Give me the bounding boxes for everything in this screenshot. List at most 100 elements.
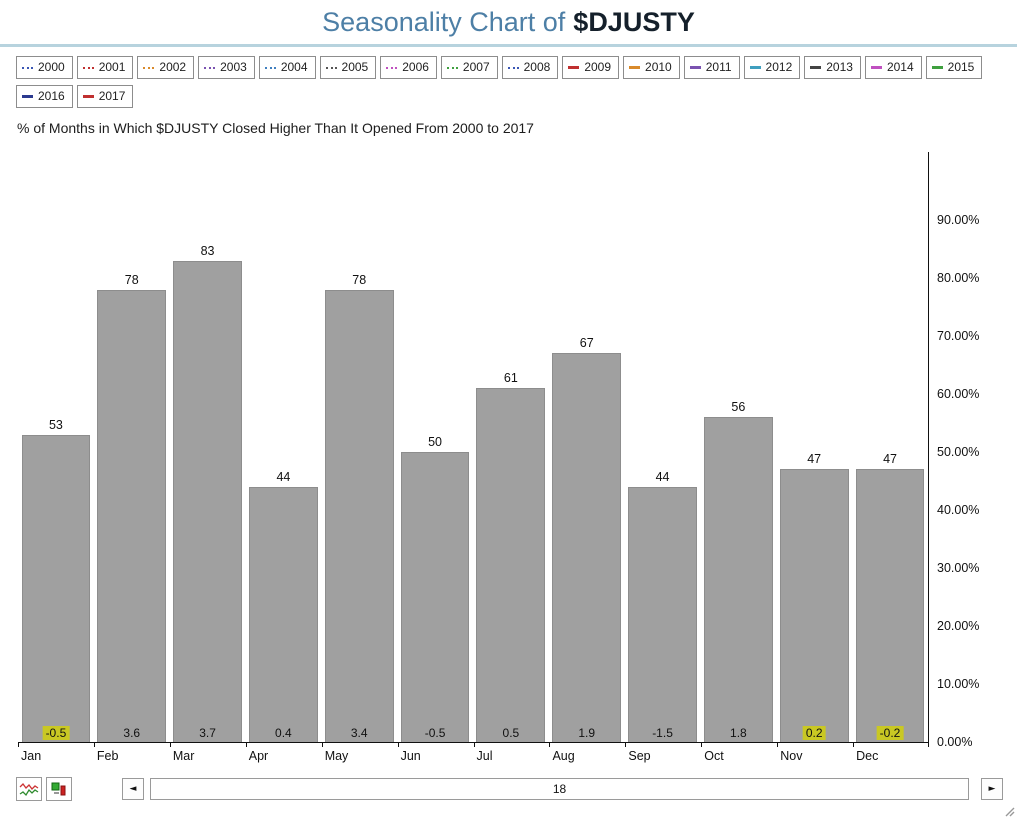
month-label: Dec [856, 749, 879, 763]
line-chart-style-button[interactable] [16, 777, 42, 801]
year-button-2004[interactable]: 2004 [258, 56, 316, 79]
page-title-symbol: $DJUSTY [573, 6, 695, 37]
month-cell: Feb [93, 743, 170, 767]
year-label: 2008 [523, 60, 551, 74]
scroll-left-button[interactable]: ◄ [122, 778, 144, 800]
year-button-2011[interactable]: 2011 [683, 56, 740, 79]
year-button-2008[interactable]: 2008 [501, 56, 559, 79]
year-button-2003[interactable]: 2003 [198, 56, 255, 79]
bar [21, 434, 91, 742]
bar-value-label: 53 [48, 417, 63, 432]
bar-slot-dec: 47 -0.2 [852, 162, 928, 742]
axis-tick [93, 743, 95, 747]
month-cell: May [321, 743, 398, 767]
bar-value-label: 56 [731, 400, 746, 415]
year-label: 2007 [462, 60, 490, 74]
year-button-2016[interactable]: 2016 [16, 85, 73, 108]
year-button-2013[interactable]: 2013 [804, 56, 861, 79]
bar-value-label: 50 [428, 435, 442, 449]
bar-value-label: 47 [807, 452, 822, 467]
axis-tick [397, 743, 399, 747]
bar [855, 469, 925, 742]
year-line-swatch [810, 66, 822, 69]
year-label: 2013 [826, 60, 853, 74]
monthly-change-label: 0.2 [802, 726, 826, 740]
scrollbar-track[interactable]: 18 [150, 778, 969, 800]
y-tick-label: 40.00% [937, 503, 980, 517]
year-line-swatch [629, 66, 641, 69]
page-header: Seasonality Chart of $DJUSTY [0, 0, 1017, 47]
year-button-2014[interactable]: 2014 [864, 56, 922, 79]
y-tick-label: 10.00% [937, 677, 980, 691]
bar-value-label: 83 [200, 243, 215, 258]
scroll-right-button[interactable]: ► [981, 778, 1003, 800]
bar-value-label: 78 [124, 272, 139, 287]
year-button-2009[interactable]: 2009 [562, 56, 620, 79]
year-button-2007[interactable]: 2007 [440, 56, 498, 79]
line-chart-icon [19, 783, 39, 797]
year-button-2002[interactable]: 2002 [137, 56, 195, 79]
month-label: Apr [248, 749, 269, 763]
year-button-2001[interactable]: 2001 [76, 56, 134, 79]
year-button-2010[interactable]: 2010 [623, 56, 680, 79]
y-tick-label: 20.00% [937, 619, 980, 633]
month-cell: Jul [473, 743, 550, 767]
month-cell: Jun [397, 743, 474, 767]
year-label: 2006 [402, 60, 429, 74]
bar [97, 289, 167, 742]
bar-slot-jan: 53 -0.5 [18, 162, 94, 742]
year-line-swatch [870, 66, 882, 69]
bar [703, 417, 773, 742]
year-label: 2005 [341, 60, 369, 74]
bar-slot-jul: 61 0.5 [473, 162, 549, 742]
page-title: Seasonality Chart of [322, 6, 566, 37]
year-line-swatch [446, 66, 458, 69]
month-cell: Jan [18, 743, 94, 767]
year-line-swatch [82, 66, 94, 69]
y-tick-label: 90.00% [937, 213, 980, 227]
resize-handle-icon[interactable] [1002, 804, 1015, 817]
month-cell: Sep [625, 743, 701, 767]
year-button-2012[interactable]: 2012 [743, 56, 801, 79]
bar-value-label: 44 [655, 469, 670, 484]
year-line-swatch [749, 66, 761, 69]
monthly-change-label: -0.5 [424, 726, 446, 740]
year-button-2015[interactable]: 2015 [925, 56, 983, 79]
bar-slot-jun: 50 -0.5 [397, 162, 473, 742]
month-cell: Dec [853, 743, 929, 767]
month-cell: Nov [777, 743, 853, 767]
axis-tick [549, 743, 551, 747]
monthly-change-label: 3.6 [123, 726, 141, 740]
year-button-2017[interactable]: 2017 [76, 85, 134, 108]
bar-slot-mar: 83 3.7 [170, 162, 246, 742]
y-axis-line [928, 152, 929, 743]
chart-caption: % of Months in Which $DJUSTY Closed High… [17, 120, 534, 136]
year-button-2000[interactable]: 2000 [16, 56, 73, 79]
y-tick-label: 60.00% [937, 387, 980, 401]
year-legend: 2000 2001 2002 2003 2004 2005 2006 2007 2008 2009… [0, 47, 1017, 112]
month-label: Jan [21, 749, 42, 763]
axis-tick [777, 743, 779, 747]
year-label: 2002 [159, 60, 187, 74]
axis-tick [853, 743, 855, 747]
y-tick-label: 50.00% [937, 445, 980, 459]
year-line-swatch [507, 66, 519, 69]
axis-tick [473, 743, 475, 747]
axis-tick [321, 743, 323, 747]
bar [552, 353, 622, 742]
year-button-2006[interactable]: 2006 [380, 56, 437, 79]
year-line-swatch [386, 66, 398, 69]
year-button-2005[interactable]: 2005 [319, 56, 377, 79]
y-tick-label: 80.00% [937, 271, 980, 285]
bar [628, 486, 697, 742]
year-label: 2003 [220, 60, 247, 74]
year-line-swatch [204, 66, 216, 69]
year-line-swatch [264, 66, 276, 69]
year-label: 2012 [765, 60, 793, 74]
axis-tick [245, 743, 247, 747]
candlestick-style-button[interactable] [46, 777, 72, 801]
bar [173, 260, 242, 742]
bar-value-label: 44 [276, 469, 291, 484]
year-line-swatch [22, 95, 33, 98]
monthly-change-label: -0.2 [876, 726, 904, 740]
